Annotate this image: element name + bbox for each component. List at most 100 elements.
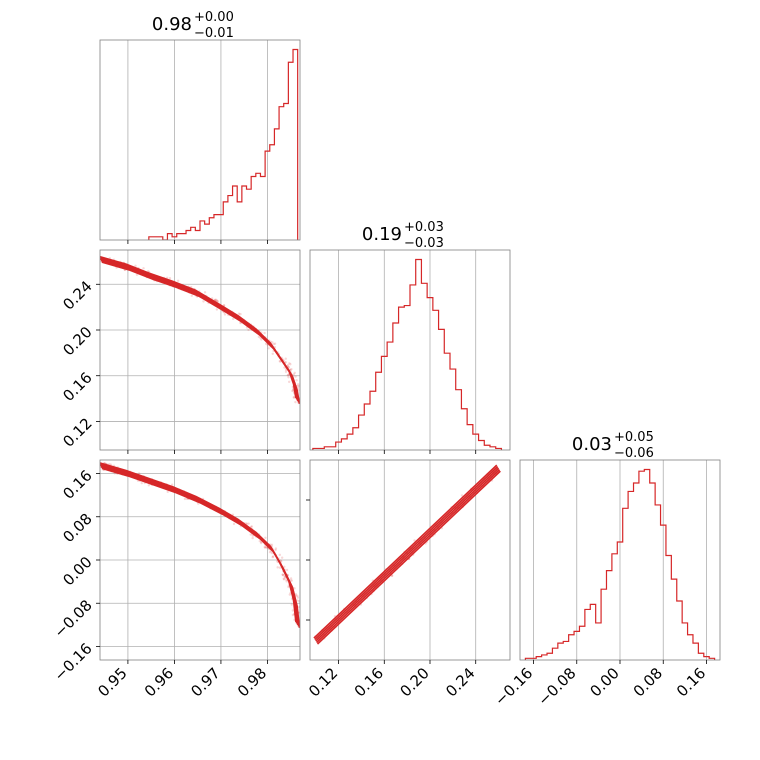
scatter-point <box>293 396 296 399</box>
scatter-point <box>251 536 254 540</box>
scatter-point <box>296 383 300 386</box>
scatter-point <box>270 551 274 555</box>
scatter-point <box>291 609 295 612</box>
scatter-point <box>190 294 193 297</box>
scatter-point <box>286 363 290 367</box>
hist-bar <box>284 103 289 240</box>
hist-bar <box>387 342 393 450</box>
title-median: 0.03 <box>572 434 612 455</box>
contour-line <box>314 466 499 641</box>
hist-bar <box>671 579 676 660</box>
hist-bar <box>601 589 606 660</box>
title-minus: −0.01 <box>194 26 234 41</box>
scatter-point <box>147 484 151 487</box>
hist-bar <box>416 260 422 450</box>
title-median: 0.98 <box>152 14 192 35</box>
hist-bar <box>650 483 655 660</box>
axes-frame <box>309 249 511 451</box>
scatter-point <box>176 279 180 282</box>
scatter-point <box>293 371 296 375</box>
y-tick-label: −0.08 <box>50 596 95 641</box>
scatter-point <box>289 577 293 580</box>
hist-bar <box>688 635 693 660</box>
scatter-point <box>263 546 267 549</box>
scatter-point <box>279 360 282 363</box>
title-minus: −0.03 <box>404 236 444 251</box>
plot-area <box>313 464 501 645</box>
hist-bar <box>484 445 490 450</box>
x-tick-label: 0.97 <box>187 664 223 700</box>
scatter-point <box>215 308 219 311</box>
hist-bar <box>677 601 682 660</box>
y-tick-label: 0.16 <box>59 466 95 502</box>
hist-bar <box>596 623 601 660</box>
hist-bar <box>293 50 298 240</box>
scatter-point <box>245 522 249 526</box>
y-tick-label: −0.16 <box>50 639 95 684</box>
scatter-point <box>288 593 292 596</box>
scatter-point <box>278 553 282 557</box>
contour-line <box>316 469 501 644</box>
hist-bar <box>585 609 590 660</box>
x-tick-label: 0.96 <box>141 664 177 700</box>
scatter-point <box>294 592 298 596</box>
hist-bar <box>628 491 633 660</box>
hist-bar <box>393 323 399 450</box>
hist-bar <box>347 434 353 450</box>
scatter-point <box>232 317 235 321</box>
y-tick-label: 0.20 <box>59 323 95 359</box>
x-tick-label: 0.00 <box>586 664 622 700</box>
scatter-point <box>281 573 284 576</box>
x-tick-label: 0.16 <box>673 664 709 700</box>
hist-bar <box>228 196 233 240</box>
scatter-point <box>135 273 139 277</box>
scatter-point <box>237 312 241 315</box>
title-minus: −0.06 <box>614 446 654 461</box>
title-median: 0.19 <box>362 224 402 245</box>
hist-bar <box>439 329 445 450</box>
hist-bar <box>612 554 617 660</box>
scatter-point <box>271 555 274 559</box>
x-tick-label: 0.16 <box>351 664 387 700</box>
plot-area <box>312 258 503 450</box>
scatter-point <box>168 276 172 280</box>
contour-2-1-panel: 0.12 0.16 0.20 0.24 <box>305 459 511 700</box>
scatter-point <box>287 376 290 379</box>
scatter-point <box>274 547 278 550</box>
scatter-point <box>291 613 295 617</box>
scatter-point <box>272 342 275 346</box>
hist-bar <box>167 234 172 240</box>
hist-bar <box>279 107 284 240</box>
scatter-point <box>287 366 291 369</box>
scatter-point <box>202 300 205 303</box>
scatter-point <box>263 331 266 335</box>
hist-bar <box>569 635 574 660</box>
hist-bar <box>370 391 376 450</box>
hist-bar <box>666 555 671 660</box>
y-tick-label: 0.08 <box>59 510 95 546</box>
scatter-point <box>281 573 285 576</box>
hist-bar <box>444 353 450 450</box>
scatter-point <box>268 550 272 554</box>
scatter-point <box>271 341 274 344</box>
scatter-point <box>239 312 242 316</box>
hist-bar <box>547 653 552 660</box>
scatter-point <box>274 548 277 552</box>
hist-bar <box>399 307 405 450</box>
scatter-point <box>296 599 299 602</box>
scatter-point <box>270 543 274 547</box>
hist-bar <box>288 62 293 240</box>
scatter-point <box>286 373 290 377</box>
scatter-point <box>287 380 291 384</box>
scatter-points <box>101 256 300 405</box>
scatter-point <box>282 577 286 580</box>
scatter-point <box>297 384 300 388</box>
scatter-point <box>260 338 263 341</box>
scatter-point <box>285 580 288 583</box>
hist-bar <box>563 641 568 660</box>
scatter-point <box>290 367 293 371</box>
hist-bar <box>461 409 467 450</box>
scatter-point <box>298 599 300 603</box>
scatter-point <box>292 396 295 399</box>
scatter-point <box>197 502 200 505</box>
